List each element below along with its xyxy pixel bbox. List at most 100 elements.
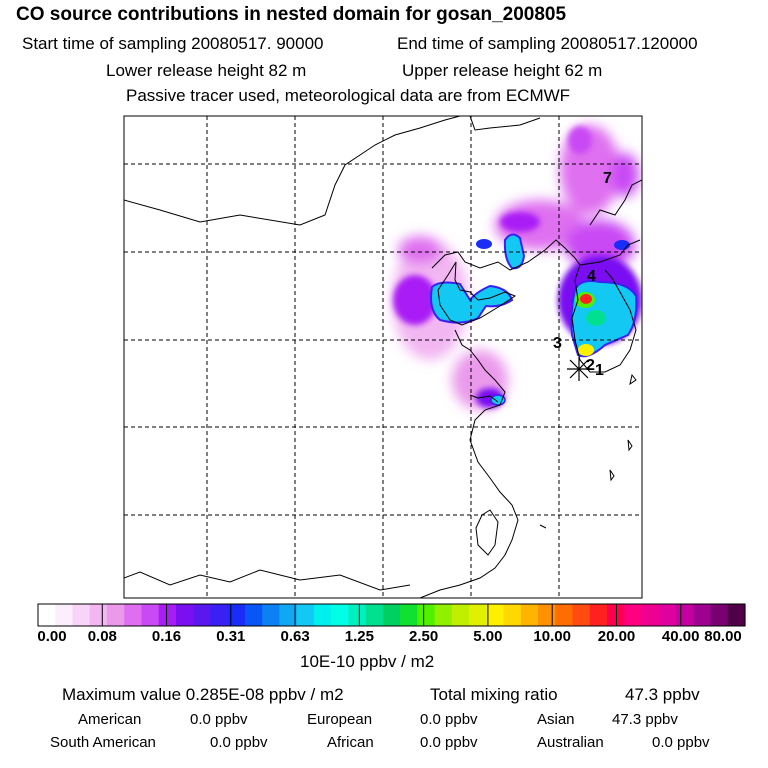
plume-liaoning-core: [500, 212, 540, 232]
tracer-note: Passive tracer used, meteorological data…: [126, 86, 571, 105]
site-label-3: 3: [553, 335, 562, 352]
source-name-american: American: [78, 711, 142, 728]
mongolia-border: [124, 116, 461, 226]
colorbar-cell: [38, 604, 56, 626]
china-east-coast: [419, 329, 519, 598]
colorbar-tick-label: 2.50: [408, 628, 439, 645]
source-value-australian: 0.0 ppbv: [652, 734, 710, 751]
map-frame-border: [123, 115, 643, 599]
upper-release-height: Upper release height 62 m: [402, 61, 603, 80]
coastlines: [124, 116, 642, 598]
plume-seoul-red: [580, 294, 592, 304]
lower-release-height: Lower release height 82 m: [106, 61, 307, 80]
colorbar-tick-label: 0.00: [37, 628, 67, 645]
plume-hebei-high: [430, 281, 514, 324]
site-label-7: 7: [603, 170, 612, 187]
site-label-2: 2: [586, 357, 595, 374]
island-ryukyu-1: [627, 439, 633, 452]
colorbar-cell: [279, 604, 298, 626]
bohai-north-coast: [431, 239, 581, 271]
colorbar-tick-label: 0.16: [151, 628, 182, 645]
colorbar-tick-label: 20.00: [597, 628, 636, 645]
plume-hebei-core: [393, 275, 437, 325]
south-china-border: [124, 569, 411, 591]
release-heights: Lower release height 82 m Upper release …: [106, 61, 602, 81]
colorbar-border: [37, 603, 746, 627]
yangtze-delta: [469, 394, 499, 403]
asterisk-site-marker-icon: [567, 357, 591, 381]
colorbar-cell: [693, 604, 712, 626]
island-ryukyu-3: [539, 524, 547, 529]
island-jeju: [629, 373, 637, 386]
colorbar-cell: [555, 604, 574, 626]
colorbar-tick-label: 0.08: [87, 628, 117, 645]
colorbar-cell: [210, 604, 229, 626]
lat-lon-grid: [124, 116, 642, 598]
colorbar-cell: [503, 604, 522, 626]
colorbar-units: 10E-10 ppbv / m2: [300, 652, 435, 671]
source-value-south-american: 0.0 ppbv: [210, 734, 268, 751]
colorbar-cell: [331, 604, 349, 626]
plume-beijing-diffuse: [398, 236, 442, 264]
colorbar-cell: [262, 604, 281, 626]
colorbar-cell: [658, 604, 677, 626]
source-name-south-american: South American: [50, 734, 156, 751]
colorbar-cell: [124, 604, 143, 626]
plume-north-core: [568, 126, 592, 154]
colorbar-cell: [141, 604, 160, 626]
colorbar-cell: [313, 604, 332, 626]
source-value-african: 0.0 ppbv: [420, 734, 478, 751]
colorbar-cell: [296, 604, 315, 626]
colorbar-tick-label: 40.00: [661, 628, 700, 645]
colorbar-cell: [55, 604, 74, 626]
source-value-asian: 47.3 ppbv: [612, 711, 678, 728]
plume-south-yellow: [578, 344, 594, 356]
colorbar-cell: [175, 604, 194, 626]
colorbar-cell: [106, 604, 125, 626]
start-time: Start time of sampling 20080517. 90000: [22, 34, 324, 53]
colorbar-tick-label: 5.00: [473, 628, 503, 645]
sampling-times: Start time of sampling 20080517. 90000 E…: [22, 34, 698, 54]
colorbar-tick-label: 10.00: [533, 628, 571, 645]
end-time: End time of sampling 20080517.120000: [397, 34, 698, 53]
colorbar-cell: [348, 604, 367, 626]
colorbar-ticks: [101, 604, 682, 626]
colorbar-cell: [193, 604, 212, 626]
colorbar-cell: [244, 604, 263, 626]
source-value-european: 0.0 ppbv: [420, 711, 478, 728]
colorbar-tick-label: 0.63: [280, 628, 310, 645]
colorbar-cell: [520, 604, 539, 626]
colorbar-cell: [365, 604, 384, 626]
colorbar-tick-label: 80.00: [704, 628, 742, 645]
colorbar-cell: [434, 604, 453, 626]
island-ryukyu-2: [609, 469, 615, 482]
stats-line: Maximum value 0.285E-08 ppbv / m2 Total …: [62, 685, 700, 705]
colorbar-cell: [572, 604, 591, 626]
site-label-4: 4: [587, 268, 596, 285]
max-value: Maximum value 0.285E-08 ppbv / m2: [62, 685, 344, 704]
plume-high-layer: [430, 233, 638, 406]
total-mixing-value: 47.3 ppbv: [625, 685, 700, 704]
source-name-asian: Asian: [537, 711, 575, 728]
colorbar-cell: [538, 604, 556, 626]
source-name-european: European: [307, 711, 373, 728]
colorbar-cell: [227, 604, 246, 626]
colorbar-cell: [589, 604, 608, 626]
colorbar-cell: [710, 604, 729, 626]
plot-title: CO source contributions in nested domain…: [16, 4, 567, 25]
bohai-gulf-coast: [437, 261, 517, 326]
colorbar: [38, 604, 746, 626]
source-name-african: African: [327, 734, 374, 751]
colorbar-cell: [382, 604, 401, 626]
colorbar-cell: [486, 604, 505, 626]
colorbar-cell: [158, 604, 177, 626]
colorbar-cell: [72, 604, 91, 626]
colorbar-cell: [727, 604, 746, 626]
source-value-american: 0.0 ppbv: [190, 711, 248, 728]
colorbar-cell: [451, 604, 470, 626]
korean-peninsula: [571, 264, 637, 373]
korea-north-border: [579, 239, 641, 266]
plume-bohai-blue: [476, 239, 492, 249]
plume-east-edge-diffuse: [611, 153, 639, 197]
